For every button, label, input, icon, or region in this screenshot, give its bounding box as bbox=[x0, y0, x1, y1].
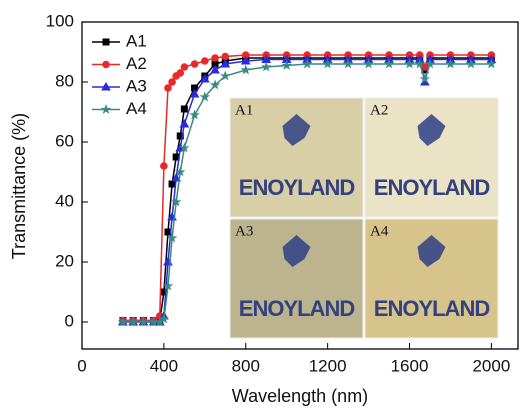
legend-label: A1 bbox=[126, 31, 147, 50]
legend-item: A4 bbox=[92, 99, 147, 118]
marker bbox=[164, 84, 172, 92]
y-tick-label: 20 bbox=[55, 251, 74, 270]
legend-label: A4 bbox=[126, 99, 147, 118]
marker bbox=[419, 73, 431, 84]
inset-text: ENOYLAND bbox=[239, 296, 355, 321]
plot-frame bbox=[81, 21, 519, 350]
x-tick-label: 0 bbox=[77, 356, 86, 375]
marker bbox=[220, 70, 231, 81]
x-tick-label: 400 bbox=[150, 356, 178, 375]
x-tick-label: 1600 bbox=[391, 356, 429, 375]
marker bbox=[414, 58, 426, 69]
marker bbox=[363, 58, 374, 69]
inset-label: A1 bbox=[235, 102, 253, 118]
marker bbox=[486, 58, 497, 69]
x-axis-label: Wavelength (nm) bbox=[232, 386, 368, 406]
marker bbox=[162, 280, 174, 291]
marker bbox=[404, 58, 415, 69]
marker bbox=[281, 59, 292, 70]
marker bbox=[176, 69, 185, 77]
marker bbox=[322, 58, 333, 69]
marker bbox=[101, 81, 111, 91]
marker bbox=[445, 58, 456, 69]
marker bbox=[424, 58, 436, 69]
marker bbox=[209, 79, 221, 90]
marker bbox=[240, 55, 251, 65]
logo-shape bbox=[417, 114, 446, 146]
marker bbox=[342, 58, 354, 69]
logo-shape bbox=[282, 235, 311, 267]
marker bbox=[102, 38, 110, 46]
inset-panel: A2 ENOYLAND bbox=[364, 97, 499, 218]
marker bbox=[260, 61, 272, 72]
legend-item: A3 bbox=[92, 76, 147, 95]
series bbox=[117, 58, 497, 327]
y-tick-label: 0 bbox=[65, 311, 74, 330]
marker bbox=[160, 162, 168, 170]
legend-label: A3 bbox=[126, 76, 147, 95]
marker bbox=[179, 142, 190, 153]
marker bbox=[189, 109, 200, 120]
logo-shape bbox=[417, 235, 446, 267]
y-tick-label: 40 bbox=[55, 191, 74, 210]
marker bbox=[170, 196, 182, 207]
marker bbox=[158, 313, 170, 324]
marker bbox=[201, 57, 209, 65]
y-tick-label: 100 bbox=[46, 11, 74, 30]
marker bbox=[383, 58, 395, 69]
marker bbox=[240, 64, 252, 75]
marker bbox=[171, 172, 182, 182]
marker bbox=[100, 103, 112, 114]
marker bbox=[102, 60, 110, 69]
marker bbox=[465, 58, 477, 69]
marker bbox=[179, 118, 190, 128]
inset-panel: A1 ENOYLAND bbox=[229, 97, 364, 218]
y-tick-label: 60 bbox=[55, 131, 74, 150]
inset-label: A4 bbox=[370, 223, 389, 239]
y-axis-label: Transmittance (%) bbox=[9, 113, 29, 259]
marker bbox=[190, 60, 199, 68]
x-tick-label: 2000 bbox=[472, 356, 510, 375]
inset-panel: A4 ENOYLAND bbox=[364, 218, 499, 339]
inset-label: A2 bbox=[370, 102, 388, 118]
marker bbox=[180, 105, 188, 113]
marker bbox=[168, 78, 176, 86]
marker bbox=[166, 232, 178, 243]
legend-label: A2 bbox=[126, 54, 147, 73]
marker bbox=[220, 58, 231, 68]
marker bbox=[210, 64, 220, 74]
marker bbox=[117, 316, 129, 327]
marker bbox=[211, 54, 219, 62]
inset-panel: A3 ENOYLAND bbox=[229, 218, 364, 339]
marker bbox=[199, 73, 210, 83]
marker bbox=[176, 132, 184, 140]
inset-text: ENOYLAND bbox=[374, 296, 490, 321]
marker bbox=[174, 166, 186, 177]
marker bbox=[127, 316, 139, 327]
marker bbox=[199, 91, 211, 102]
x-tick-label: 800 bbox=[232, 356, 260, 375]
legend-item: A1 bbox=[92, 31, 147, 50]
legend-item: A2 bbox=[92, 54, 147, 73]
marker bbox=[301, 58, 313, 69]
logo-shape bbox=[282, 114, 311, 146]
marker bbox=[180, 63, 189, 71]
marker bbox=[221, 52, 230, 61]
marker bbox=[189, 88, 200, 98]
inset-text: ENOYLAND bbox=[374, 175, 490, 200]
marker bbox=[168, 180, 176, 188]
x-tick-label: 1200 bbox=[309, 356, 347, 375]
inset-label: A3 bbox=[235, 223, 253, 239]
y-tick-label: 80 bbox=[55, 71, 74, 90]
marker bbox=[138, 316, 149, 327]
inset-text: ENOYLAND bbox=[239, 175, 355, 200]
